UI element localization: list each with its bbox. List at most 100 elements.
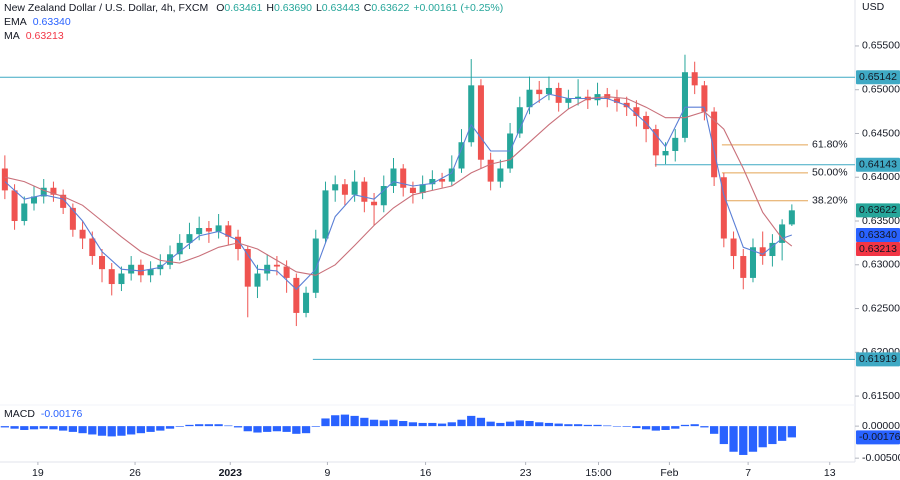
x-tick-label: 9 <box>325 467 331 479</box>
overlay-tag: 0.63213 <box>859 243 897 255</box>
candle-body <box>691 72 698 86</box>
candle-body <box>128 264 135 274</box>
candle-body <box>681 72 688 138</box>
candle-body <box>254 273 261 287</box>
macd-bar <box>622 426 631 427</box>
candle-body <box>516 107 523 134</box>
candle-body <box>1 168 8 191</box>
macd-bar <box>369 419 379 427</box>
macd-bar <box>544 422 554 427</box>
candle-body <box>40 187 47 197</box>
candle-body <box>788 210 795 225</box>
macd-bar <box>165 426 175 429</box>
macd-bar <box>68 426 77 432</box>
macd-bar <box>214 424 223 427</box>
candle-body <box>244 249 251 287</box>
ohlc-key: C <box>364 2 372 14</box>
macd-bar <box>292 426 301 434</box>
macd-bar <box>88 426 97 435</box>
y-tick-label: 0.64000 <box>862 171 900 183</box>
candle-body <box>99 256 106 270</box>
macd-bar <box>117 426 126 436</box>
candle-body <box>749 247 756 278</box>
macd-bar <box>282 426 291 432</box>
macd-bar <box>709 426 719 434</box>
candle-body <box>652 129 659 156</box>
ohlc-key: O <box>216 2 224 14</box>
macd-bar <box>175 426 184 427</box>
candle-body <box>613 98 620 103</box>
macd-bar <box>39 426 48 429</box>
candle-body <box>497 168 504 182</box>
candle-body <box>468 85 475 143</box>
axis-unit: USD <box>862 1 885 13</box>
macd-bar <box>311 426 320 427</box>
macd-bar <box>593 424 602 427</box>
macd-bar <box>690 424 699 427</box>
level-tag: 0.65142 <box>859 71 897 83</box>
macd-bar <box>185 424 194 427</box>
candle-body <box>273 264 280 267</box>
overlay-legend: MA 0.63213 <box>4 30 64 42</box>
fib-label: 50.00% <box>812 167 848 179</box>
overlay-legend: EMA 0.63340 <box>4 16 71 28</box>
candle-body <box>89 238 96 257</box>
level-tag-bg <box>856 70 900 85</box>
change: +0.00161 (+0.25%) <box>413 2 503 14</box>
macd-bar <box>486 421 495 427</box>
ohlc-key: H <box>266 2 274 14</box>
macd-bar <box>671 426 680 429</box>
macd-bar <box>10 426 19 429</box>
candle-body <box>555 87 562 103</box>
candle-body <box>487 159 494 182</box>
candle-body <box>341 184 348 195</box>
macd-value: -0.00176 <box>41 408 83 420</box>
macd-bar <box>778 426 787 441</box>
candle-body <box>720 177 727 239</box>
macd-bar <box>146 426 155 432</box>
candle-body <box>701 85 708 112</box>
x-tick-label: 26 <box>129 467 141 479</box>
macd-bar <box>768 426 777 445</box>
macd-tag: -0.00176 <box>859 431 900 443</box>
overlay-value: 0.63213 <box>26 30 64 42</box>
candle-body <box>21 203 28 222</box>
candle-body <box>711 111 718 178</box>
macd-bar <box>263 426 272 432</box>
overlay-tag-bg <box>856 242 900 257</box>
macd-bar <box>340 414 350 427</box>
y-tick-label: 0.65500 <box>862 40 900 52</box>
candle-body <box>332 184 339 191</box>
macd-bar <box>632 426 641 429</box>
overlay-tag-bg <box>856 228 900 243</box>
macd-bar <box>739 426 748 455</box>
macd-bar <box>680 424 690 427</box>
macd-bar <box>661 426 670 430</box>
level-tag: 0.61919 <box>859 353 897 365</box>
overlay-line <box>4 93 792 291</box>
y-tick-label: 0.62500 <box>862 302 900 314</box>
macd-bar <box>20 426 29 430</box>
candle-body <box>312 238 319 293</box>
candle-body <box>536 89 543 95</box>
ohlc-value: 0.63690 <box>274 2 312 14</box>
macd-bar <box>583 424 592 427</box>
candle-body <box>215 225 222 232</box>
x-tick-label: 16 <box>420 467 432 479</box>
macd-bar <box>389 419 398 427</box>
macd-bar <box>748 426 758 452</box>
macd-bar <box>233 426 243 428</box>
macd-bar <box>321 418 330 427</box>
x-tick-label: 13 <box>824 467 836 479</box>
macd-bar <box>612 426 622 427</box>
macd-name: MACD <box>4 408 35 420</box>
candle-body <box>371 201 378 206</box>
macd-bar <box>253 426 262 433</box>
candle-body <box>118 273 125 285</box>
x-tick-label: 2023 <box>219 467 243 479</box>
level-tag-bg <box>856 352 900 367</box>
x-tick-label: 23 <box>520 467 532 479</box>
last-price-tag-bg <box>856 203 900 218</box>
